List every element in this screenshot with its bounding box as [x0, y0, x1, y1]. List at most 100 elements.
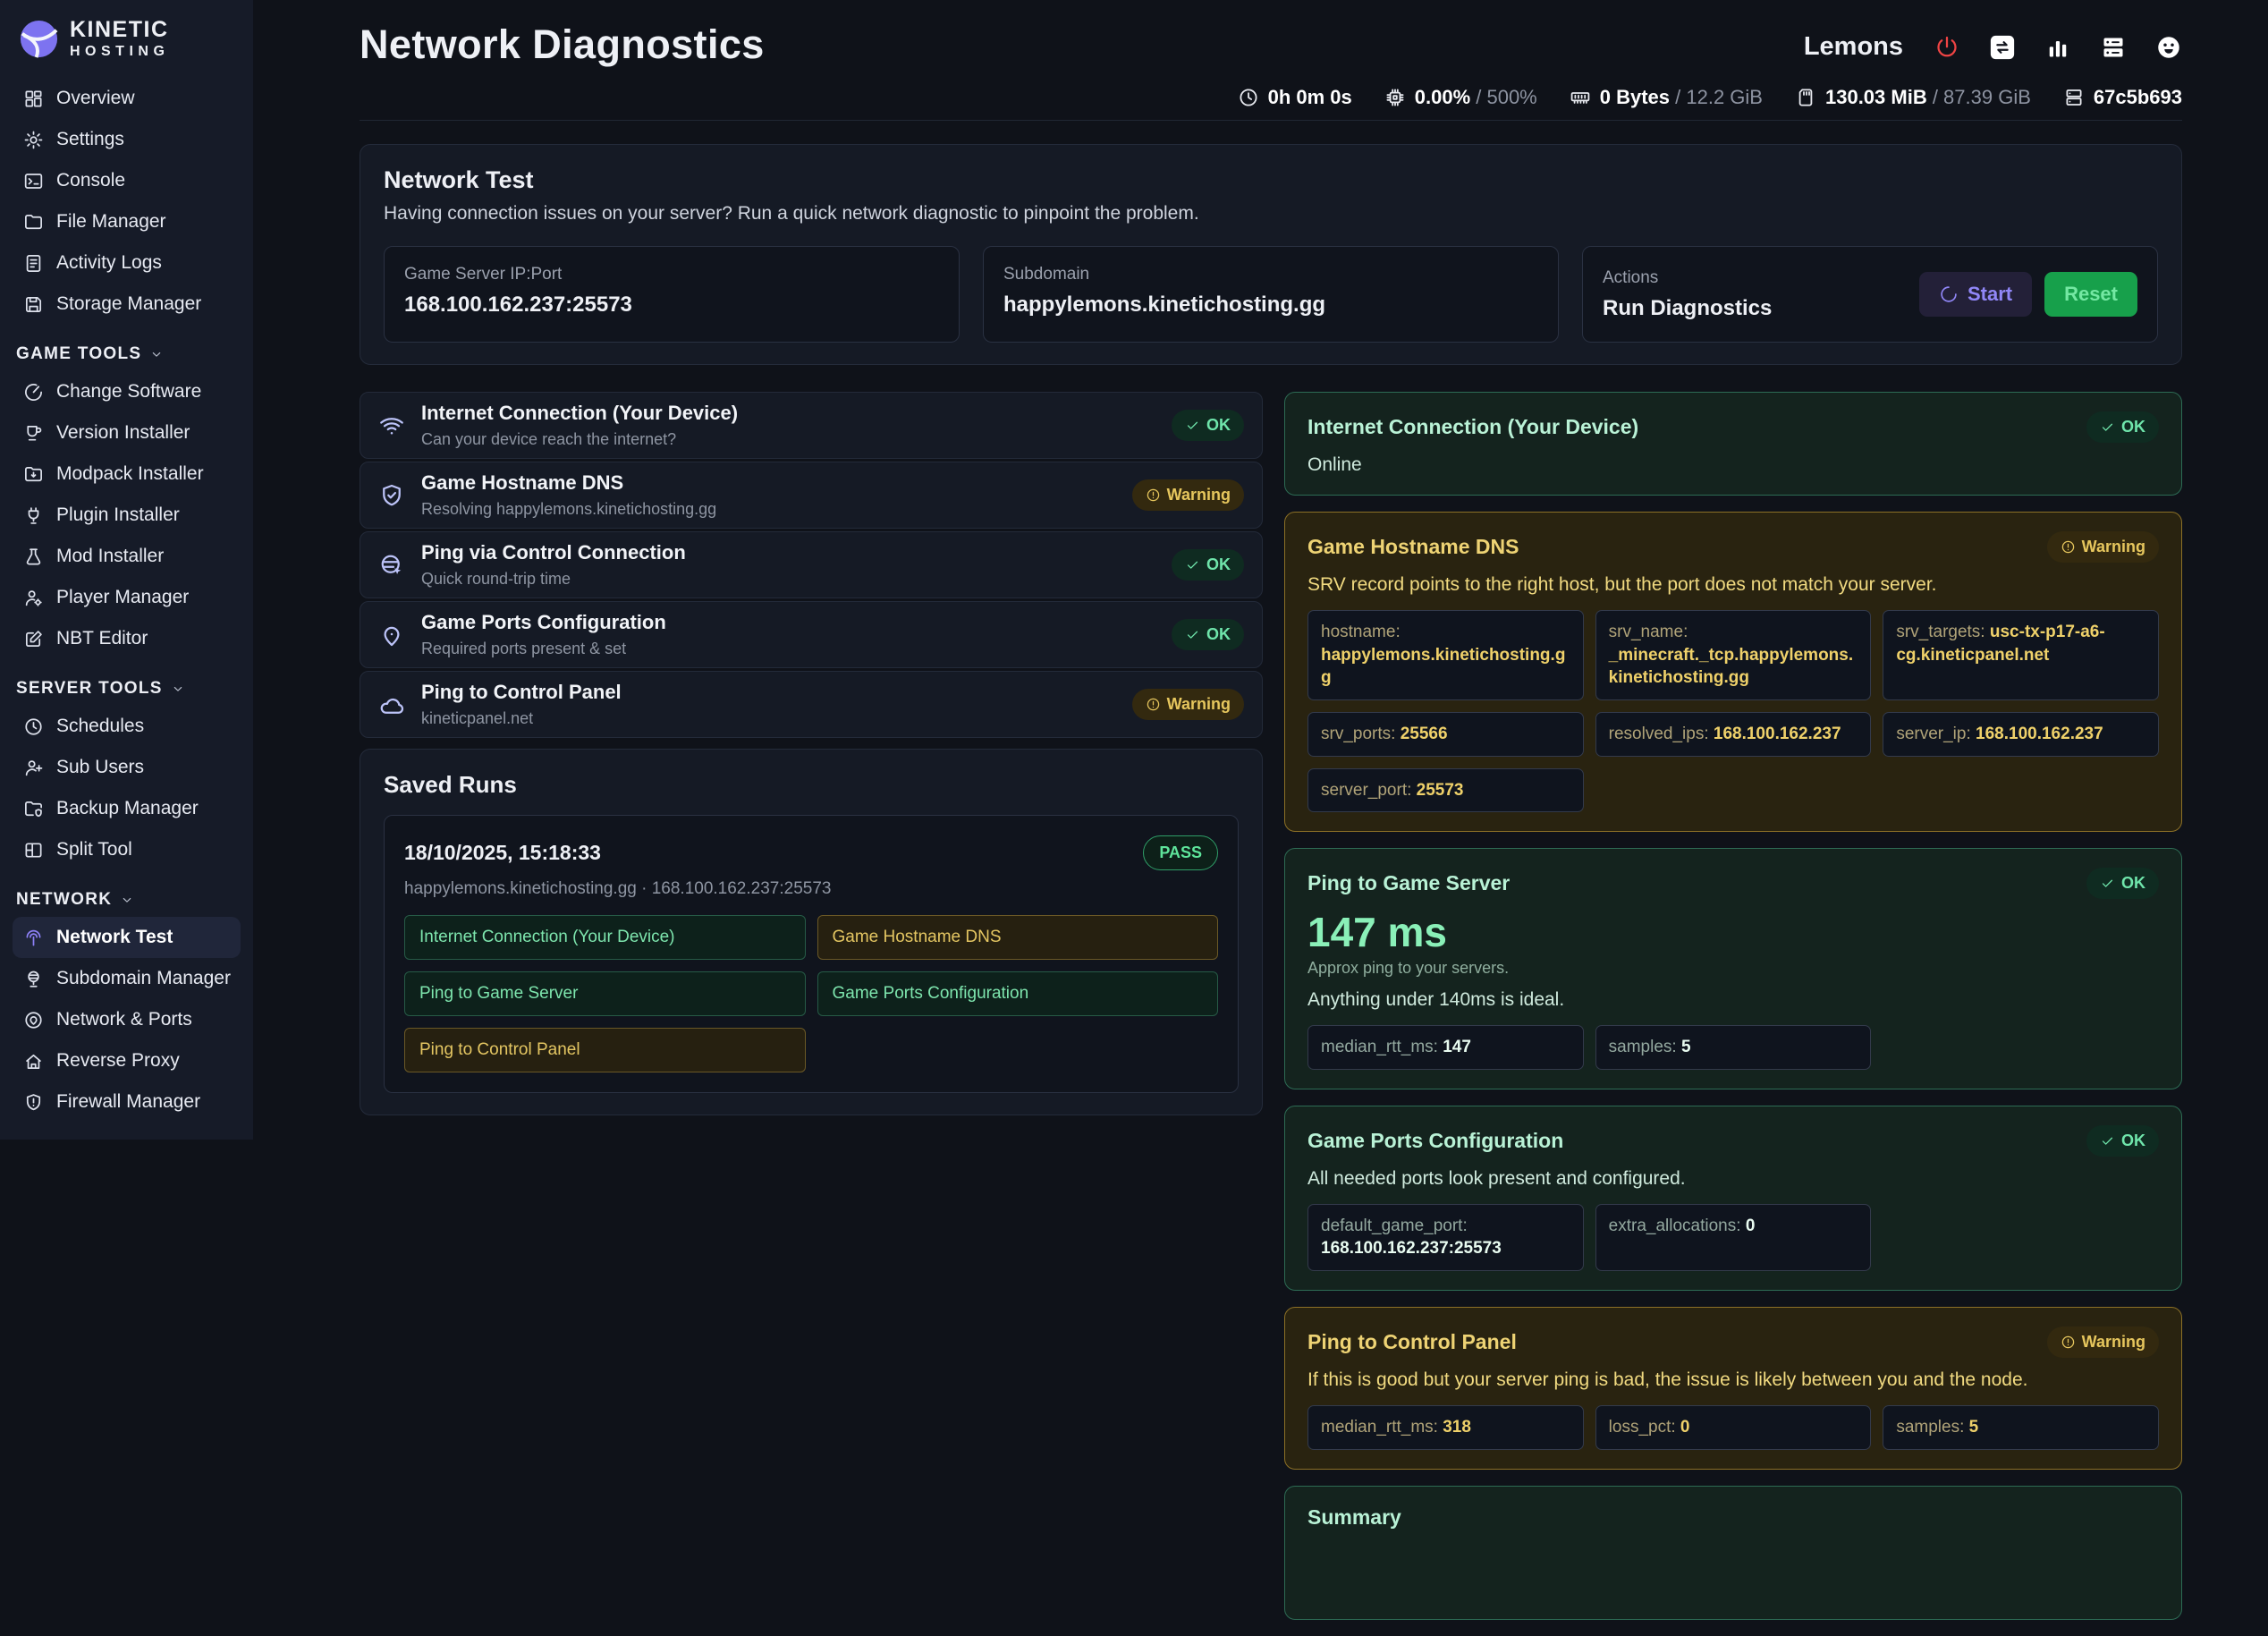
sidebar: KINETIC HOSTING Overview Settings Console F… [0, 0, 253, 1140]
user-plus-icon [23, 758, 44, 778]
nav-label: Network Test [56, 927, 173, 947]
sidebar-item-sub-users[interactable]: Sub Users [13, 747, 241, 788]
check-row-ping-to-control-panel[interactable]: Ping to Control Panel kineticpanel.net War… [360, 671, 1263, 738]
check-row-ping-via-control-connection[interactable]: Ping via Control Connection Quick round-t… [360, 531, 1263, 598]
globe-ping-icon [378, 552, 405, 579]
sidebar-item-reverse-proxy[interactable]: Reverse Proxy [13, 1040, 241, 1081]
sidebar-item-mod-installer[interactable]: Mod Installer [13, 536, 241, 577]
result-fields: median_rtt_ms: 147 samples: 5 [1307, 1025, 2159, 1070]
run-result-badge: PASS [1143, 835, 1218, 870]
actions-value: Run Diagnostics [1603, 295, 1773, 320]
result-message: All needed ports look present and config… [1307, 1167, 1686, 1189]
home-wifi-icon [23, 1051, 44, 1072]
section-label: GAME TOOLS [16, 344, 142, 363]
cpu-icon [1384, 87, 1406, 108]
sidebar-item-split-tool[interactable]: Split Tool [13, 829, 241, 870]
page-title: Network Diagnostics [360, 21, 765, 67]
status-badge: OK [1172, 619, 1244, 650]
sidebar-item-settings[interactable]: Settings [13, 119, 241, 160]
metrics-button[interactable] [2044, 34, 2071, 61]
sidebar-item-firewall-manager[interactable]: Firewall Manager [13, 1081, 241, 1123]
sidebar-item-file-manager[interactable]: File Manager [13, 201, 241, 242]
nav-label: Mod Installer [56, 546, 165, 566]
clock-icon [1238, 87, 1259, 108]
alert-circle-icon [2061, 539, 2076, 555]
servers-button[interactable] [2100, 34, 2127, 61]
nav-label: Sub Users [56, 757, 145, 777]
check-mark-icon [2100, 1133, 2115, 1149]
run-check-pill: Ping to Control Panel [404, 1028, 806, 1072]
floppy-icon [23, 294, 44, 315]
status-badge: OK [1172, 549, 1244, 581]
node-icon [2063, 87, 2085, 108]
header-actions [1934, 34, 2182, 61]
check-row-game-hostname-dns[interactable]: Game Hostname DNS Resolving happylemons.k… [360, 462, 1263, 529]
spinner-icon [1939, 284, 1959, 304]
modpack-icon [23, 464, 44, 485]
sidebar-item-activity-logs[interactable]: Activity Logs [13, 242, 241, 284]
nav-label: File Manager [56, 211, 166, 232]
plug-icon [23, 505, 44, 526]
cloud-icon [378, 691, 405, 718]
sidebar-item-version-installer[interactable]: Version Installer [13, 412, 241, 454]
brand-name: KINETIC HOSTING [70, 19, 169, 59]
start-diagnostics-button[interactable]: Start [1918, 272, 2033, 317]
sidebar-item-storage-manager[interactable]: Storage Manager [13, 284, 241, 325]
sidebar-item-schedules[interactable]: Schedules [13, 706, 241, 747]
check-row-game-ports-configuration[interactable]: Game Ports Configuration Required ports p… [360, 601, 1263, 668]
check-row-internet-connection-your-device[interactable]: Internet Connection (Your Device) Can you… [360, 392, 1263, 459]
actions-box: Actions Run Diagnostics Start Reset [1582, 246, 2158, 343]
check-subtitle: Quick round-trip time [421, 570, 571, 588]
brand[interactable]: KINETIC HOSTING [13, 14, 241, 78]
check-list: Internet Connection (Your Device) Can you… [360, 392, 1263, 738]
check-title: Ping to Control Panel [421, 681, 622, 703]
section-label: NETWORK [16, 890, 113, 909]
sidebar-item-nbt-editor[interactable]: NBT Editor [13, 618, 241, 659]
nav-label: Firewall Manager [56, 1091, 201, 1112]
result-fields: hostname: happylemons.kinetichosting.gg s… [1307, 610, 2159, 813]
sidebar-item-player-manager[interactable]: Player Manager [13, 577, 241, 618]
nav-label: Modpack Installer [56, 463, 204, 484]
result-card-game-hostname-dns: Game Hostname DNS Warning SRV record point… [1284, 512, 2182, 833]
result-field-samples: samples: 5 [1595, 1025, 1872, 1070]
status-badge: OK [2086, 411, 2159, 443]
account-button[interactable] [2155, 34, 2182, 61]
result-card-ping-to-game-server: Ping to Game Server OK 147 ms Approx ping t… [1284, 848, 2182, 1089]
sidebar-item-console[interactable]: Console [13, 160, 241, 201]
sidebar-item-plugin-installer[interactable]: Plugin Installer [13, 495, 241, 536]
brand-line1: KINETIC [70, 17, 169, 42]
result-title: Game Hostname DNS [1307, 535, 1519, 558]
result-message: Online [1307, 454, 1362, 475]
sidebar-nav-main: Overview Settings Console File Manager Activ… [13, 78, 241, 325]
map-pin-icon [378, 622, 405, 648]
stat-node: 67c5b693 [2063, 86, 2182, 109]
pin-circle-icon [23, 1010, 44, 1030]
stat-disk: 130.03 MiB / 87.39 GiB [1795, 86, 2031, 109]
sidebar-item-subdomain-manager[interactable]: Subdomain Manager [13, 958, 241, 999]
server-switch-button[interactable] [1989, 34, 2016, 61]
reset-diagnostics-button[interactable]: Reset [2044, 272, 2137, 317]
result-field-server-port: server_port: 25573 [1307, 767, 1584, 813]
result-message: Anything under 140ms is ideal. [1307, 989, 1565, 1011]
sidebar-section-network[interactable]: NETWORK [13, 890, 241, 910]
saved-run-item[interactable]: 18/10/2025, 15:18:33 PASS happylemons.ki… [384, 815, 1239, 1093]
check-mark-icon [1185, 418, 1200, 433]
flask-icon [23, 547, 44, 567]
sidebar-item-change-software[interactable]: Change Software [13, 371, 241, 412]
sidebar-item-network-ports[interactable]: Network & Ports [13, 999, 241, 1040]
shield-alert-icon [23, 1092, 44, 1113]
sidebar-item-backup-manager[interactable]: Backup Manager [13, 788, 241, 829]
result-field-hostname: hostname: happylemons.kinetichosting.gg [1307, 610, 1584, 700]
sidebar-section-server-tools[interactable]: SERVER TOOLS [13, 679, 241, 699]
ping-value: 147 ms [1307, 909, 1448, 956]
section-label: SERVER TOOLS [16, 679, 163, 698]
sidebar-item-overview[interactable]: Overview [13, 78, 241, 119]
sidebar-item-modpack-installer[interactable]: Modpack Installer [13, 454, 241, 495]
sidebar-item-network-test[interactable]: Network Test [13, 917, 241, 958]
check-title: Game Hostname DNS [421, 471, 624, 494]
power-button[interactable] [1934, 34, 1960, 61]
run-check-pill: Game Ports Configuration [817, 971, 1218, 1016]
actions-label: Actions [1603, 267, 1659, 287]
info-value: happylemons.kinetichosting.gg [1003, 292, 1326, 317]
sidebar-section-game-tools[interactable]: GAME TOOLS [13, 344, 241, 364]
